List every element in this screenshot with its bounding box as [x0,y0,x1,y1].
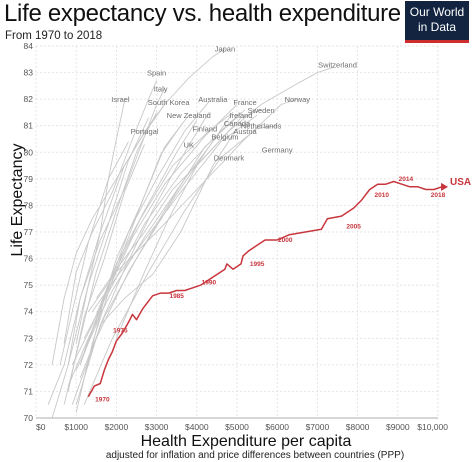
country-label: Ireland [230,111,253,120]
y-tick-label: 75 [24,280,34,290]
country-label: New Zealand [167,111,211,120]
usa-year-label: 2018 [431,192,446,199]
country-line [51,117,150,419]
other-countries-lines [47,48,334,419]
country-label: Italy [154,85,168,94]
country-label: South Korea [148,98,191,107]
owid-logo[interactable]: Our World in Data [405,1,469,43]
y-axis-label: Life Expectancy [9,144,26,257]
y-tick-label: 74 [24,307,34,317]
country-line [95,109,262,299]
y-tick-label: 83 [24,68,34,78]
country-label: Norway [285,95,311,104]
country-label: Switzerland [318,61,357,70]
country-label: Japan [215,45,235,54]
usa-year-label: 1970 [95,396,110,403]
y-tick-labels: 70 71 72 73 74 75 76 77 78 79 80 81 82 83 84 [24,41,34,423]
country-line [47,98,170,405]
country-label: Austria [233,127,257,136]
logo-line-2: in Data [417,20,457,34]
country-line [83,101,210,379]
country-label: Canada [224,119,251,128]
usa-series-label: USA [450,177,471,188]
y-tick-label: 70 [24,413,34,423]
x-tick-label: $0 [36,422,46,432]
country-label: Denmark [214,154,245,163]
country-label: Finland [193,124,218,133]
x-tick-label: $2000 [105,422,129,432]
usa-year-label: 1985 [169,293,184,300]
usa-series: USA 1970 1975 1985 1990 1995 2000 2005 2010 2014 2… [87,176,471,403]
usa-arrowhead [441,182,449,191]
y-tick-label: 79 [24,174,34,184]
x-axis-note: adjusted for inflation and price differe… [106,450,404,461]
usa-line [87,180,443,398]
y-tick-label: 78 [24,200,34,210]
country-line [87,98,298,312]
country-label: Spain [147,69,166,78]
logo-line-1: Our World [409,5,465,19]
y-tick-label: 72 [24,360,34,370]
country-line [99,128,238,326]
country-label: Australia [198,95,228,104]
country-line [83,125,278,405]
x-axis-label: Health Expenditure per capita [141,433,352,450]
country-line [59,141,129,365]
x-tick-label: $3000 [145,422,169,432]
chart-subtitle: From 1970 to 2018 [5,30,103,42]
x-tick-label: $6000 [265,422,289,432]
country-label: Israel [111,95,130,104]
y-tick-label: 84 [24,41,34,51]
country-line [75,114,190,371]
usa-year-label: 2010 [374,192,389,199]
usa-year-label: 2000 [278,237,293,244]
y-tick-label: 71 [24,386,34,396]
y-tick-label: 77 [24,227,34,237]
country-line [63,80,158,344]
usa-year-label: 1975 [113,327,128,334]
y-tick-label: 81 [24,121,34,131]
country-line [67,144,145,392]
country-label: Netherlands [241,122,282,131]
x-tick-label: $5000 [225,422,249,432]
usa-year-label: 2005 [346,224,361,231]
country-line [79,112,234,379]
x-tick-labels: $0 $1000 $2000 $3000 $4000 $5000 $6000 $7000 $80… [36,422,448,432]
country-line [83,112,234,352]
logo-accent-bar [405,40,469,43]
y-tick-label: 80 [24,147,34,157]
y-tick-label: 73 [24,333,34,343]
country-label: France [233,98,256,107]
y-tick-label: 76 [24,254,34,264]
x-tick-label: $9000 [386,422,410,432]
usa-year-label: 1990 [202,279,217,286]
x-tick-label: $1000 [64,422,88,432]
country-label: Germany [262,146,293,155]
x-tick-label: $7000 [306,422,330,432]
country-line [67,112,242,387]
x-tick-label: $10,000 [417,422,448,432]
usa-year-label: 1995 [250,261,265,268]
country-label: Sweden [248,106,275,115]
grid-lines [35,45,439,419]
usa-year-label: 2014 [399,176,414,183]
x-tick-label: $8000 [346,422,370,432]
y-tick-label: 82 [24,94,34,104]
country-label: UK [184,140,194,149]
country-line [75,125,182,413]
country-line [79,104,238,366]
country-labels: Japan Switzerland Spain Italy Israel South Ko… [111,45,357,163]
chart-title: Life expectancy vs. health expenditure [4,0,401,27]
country-label: Portugal [131,127,159,136]
country-label: Belgium [211,132,238,141]
country-line [83,138,214,339]
x-tick-label: $4000 [185,422,209,432]
country-line [71,120,198,366]
